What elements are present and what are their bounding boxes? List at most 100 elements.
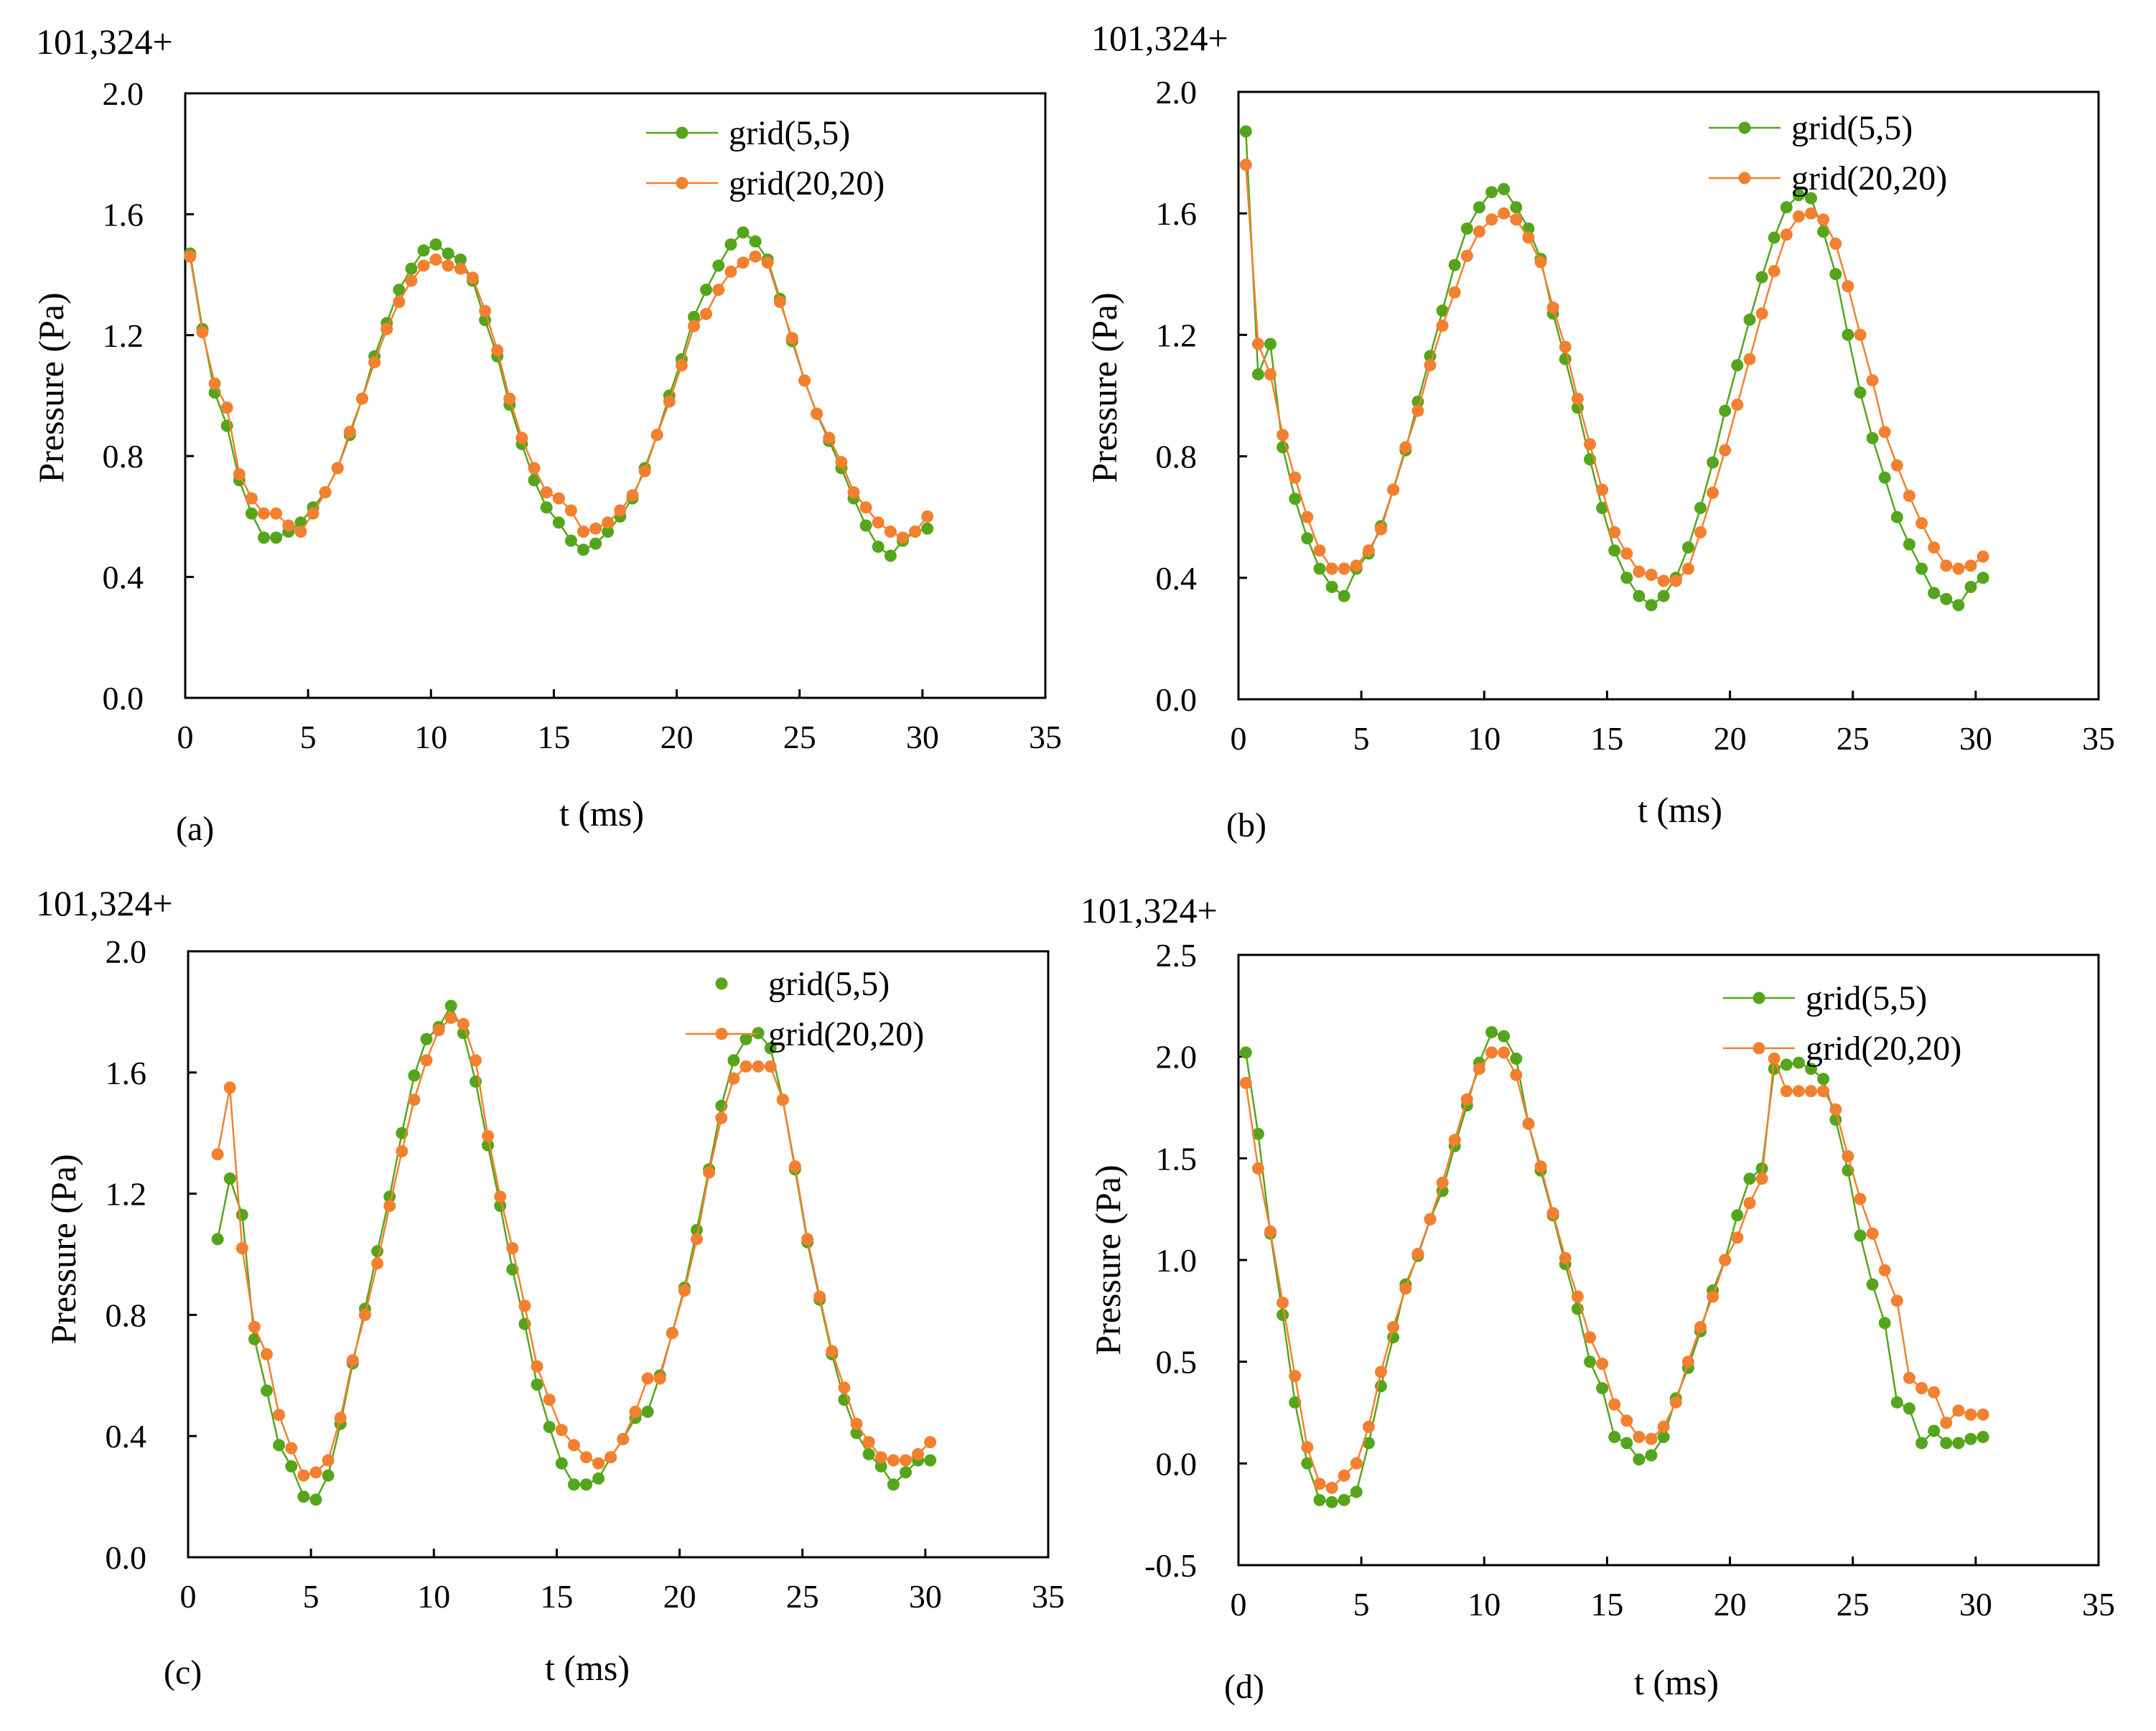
data-point xyxy=(897,531,909,544)
data-point xyxy=(307,507,319,520)
legend-swatch-marker xyxy=(1753,1042,1765,1055)
legend-swatch-marker xyxy=(676,177,689,190)
data-point xyxy=(1768,231,1781,244)
data-point xyxy=(1559,1251,1572,1264)
data-point xyxy=(482,1129,495,1142)
data-point xyxy=(1731,1209,1744,1222)
data-point xyxy=(1878,1264,1891,1277)
legend-swatch-marker xyxy=(1753,992,1765,1004)
legend-label: grid(20,20) xyxy=(1791,159,1947,197)
data-point xyxy=(900,1454,912,1467)
data-point xyxy=(343,426,356,438)
data-point xyxy=(1498,1046,1511,1059)
data-point xyxy=(294,526,307,538)
data-point xyxy=(1301,1441,1314,1454)
data-point xyxy=(921,522,934,535)
x-tick-label: 25 xyxy=(783,719,816,755)
data-point xyxy=(826,1345,839,1358)
data-point xyxy=(580,1451,592,1464)
data-point xyxy=(1866,1227,1879,1240)
x-tick-label: 20 xyxy=(1714,720,1747,757)
data-point xyxy=(874,1460,887,1473)
data-point xyxy=(1657,589,1670,602)
data-point xyxy=(1608,1398,1621,1411)
data-point xyxy=(1928,1386,1941,1399)
data-point xyxy=(1534,1160,1547,1173)
data-point xyxy=(245,492,258,505)
data-point xyxy=(1805,192,1817,205)
data-point xyxy=(1964,559,1977,572)
y-tick-label: 1.5 xyxy=(1156,1140,1198,1177)
legend-entry: grid(5,5) xyxy=(646,114,850,152)
data-point xyxy=(248,1333,261,1345)
y-tick-label: 2.0 xyxy=(103,75,144,112)
data-point xyxy=(564,534,577,547)
data-point xyxy=(261,1384,273,1397)
data-point xyxy=(383,1200,396,1212)
data-point xyxy=(1878,1317,1891,1330)
data-point xyxy=(1866,1278,1879,1291)
x-axis-title: t (ms) xyxy=(1634,1662,1719,1702)
data-point xyxy=(1338,1469,1350,1482)
data-point xyxy=(1866,374,1879,387)
data-point xyxy=(1571,392,1584,405)
data-point xyxy=(884,526,897,538)
data-point xyxy=(1743,1172,1756,1185)
y-tick-label: 0.8 xyxy=(1156,439,1198,475)
series-grid-20-20 xyxy=(1239,1046,1989,1494)
data-point xyxy=(1792,189,1805,202)
legend-label: grid(5,5) xyxy=(1806,979,1927,1017)
data-point xyxy=(393,296,406,308)
data-point xyxy=(1952,1404,1965,1417)
x-axis-title: t (ms) xyxy=(1638,790,1722,830)
data-point xyxy=(1768,265,1781,278)
data-point xyxy=(1510,213,1523,226)
data-point xyxy=(727,1072,740,1085)
x-tick-label: 5 xyxy=(303,1578,319,1615)
data-point xyxy=(429,253,442,266)
data-point xyxy=(1940,592,1953,605)
data-point xyxy=(1424,1213,1437,1226)
data-point xyxy=(417,259,430,272)
data-point xyxy=(258,531,270,544)
data-point xyxy=(653,1372,666,1385)
data-point xyxy=(666,1327,678,1340)
data-point xyxy=(528,474,541,487)
data-point xyxy=(1277,1309,1289,1321)
data-point xyxy=(1313,1478,1326,1490)
data-point xyxy=(872,541,885,553)
data-point xyxy=(1780,228,1793,241)
x-tick-label: 0 xyxy=(1231,720,1247,757)
data-point xyxy=(617,1432,630,1445)
data-point xyxy=(1915,1437,1928,1450)
y-tick-label: 1.0 xyxy=(1156,1242,1198,1279)
y-tick-label: 0.0 xyxy=(1156,1445,1198,1482)
data-point xyxy=(605,1451,617,1464)
legend-swatch-marker xyxy=(1738,172,1751,185)
data-point xyxy=(1903,1402,1915,1415)
data-point xyxy=(1264,368,1277,381)
data-point xyxy=(506,1242,519,1255)
panel-label: (c) xyxy=(164,1653,202,1692)
data-point xyxy=(1645,599,1658,612)
data-point xyxy=(261,1348,273,1361)
data-point xyxy=(675,359,688,372)
data-point xyxy=(1940,1417,1953,1429)
y-axis-title: Pressure (Pa) xyxy=(31,292,71,482)
y-tick-label: -0.5 xyxy=(1144,1547,1197,1584)
data-point xyxy=(285,1442,298,1455)
data-point xyxy=(444,1012,457,1025)
data-point xyxy=(884,549,897,562)
data-point xyxy=(1780,1058,1793,1071)
data-point xyxy=(638,465,651,477)
data-point xyxy=(1362,1437,1375,1450)
data-point xyxy=(577,543,589,556)
data-point xyxy=(1239,1046,1252,1059)
data-point xyxy=(1805,1063,1817,1076)
data-point xyxy=(602,526,615,538)
data-point xyxy=(1510,1068,1523,1081)
data-point xyxy=(764,1060,777,1073)
series-grid-20-20 xyxy=(211,1012,937,1482)
legend-label: grid(20,20) xyxy=(1806,1030,1961,1068)
